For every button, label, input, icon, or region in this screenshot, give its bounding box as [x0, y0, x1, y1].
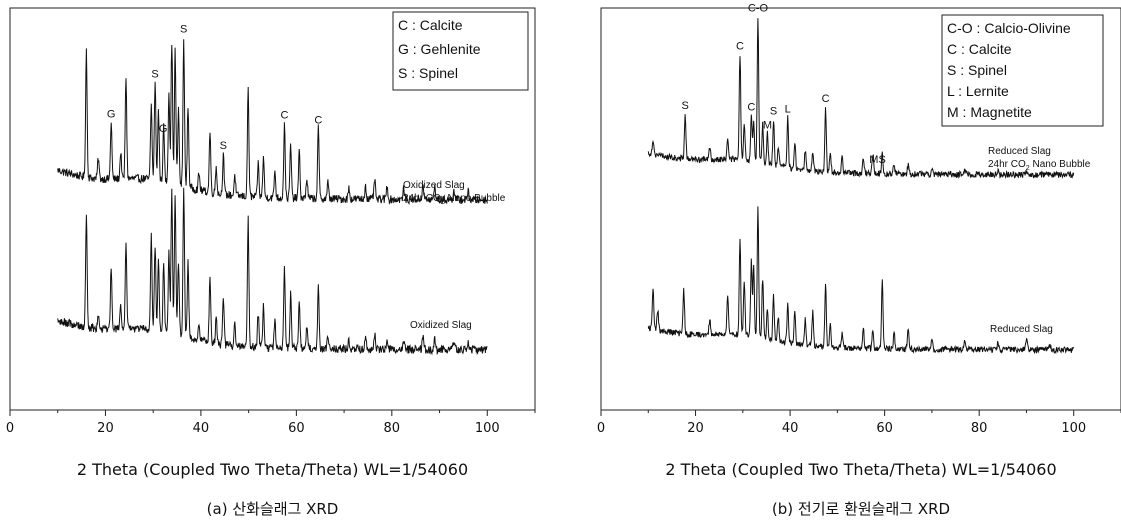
peak-annotation: G	[159, 123, 168, 135]
x-axis: 0 20 40 60 80 100	[597, 410, 1121, 436]
peak-annotation: C	[280, 110, 288, 122]
series-label-line2: 24hr CO2 Nano Bubble	[988, 159, 1091, 172]
peak-annotation: C	[822, 93, 830, 105]
peak-annotation: M	[763, 119, 772, 131]
legend-entry: S : Spinel	[398, 65, 458, 81]
peak-annotation: MS	[869, 154, 886, 166]
series-label-line2: 24hr CO2 Nano Bubble	[403, 193, 506, 206]
figure-caption: (b) 전기로 환원슬래그 XRD	[772, 500, 950, 518]
peak-annotation: L	[785, 103, 791, 115]
x-axis-title: 2 Theta (Coupled Two Theta/Theta) WL=1/5…	[77, 460, 468, 479]
plot-frame	[600, 7, 1121, 411]
legend-box	[941, 14, 1104, 127]
legend-entry: C : Calcite	[398, 17, 463, 33]
peak-annotation: S	[770, 106, 777, 118]
peak-annotation: S	[180, 23, 187, 35]
peak-annotation: S	[151, 68, 158, 80]
legend-entry: L : Lernite	[947, 83, 1009, 99]
x-tick-label: 0	[597, 421, 605, 436]
chart-panel-b: 0 20 40 60 80 100 2 Theta (Coupled Two Theta/T…	[597, 3, 1121, 518]
x-tick-label: 0	[6, 421, 14, 436]
legend-entry: S : Spinel	[947, 62, 1007, 78]
series-label: Reduced Slag	[990, 324, 1053, 335]
peak-annotation: S	[220, 140, 227, 152]
peak-annotation: C	[314, 114, 322, 126]
x-tick-label: 20	[97, 421, 114, 436]
x-tick-label: 100	[475, 421, 500, 436]
legend-box	[392, 11, 529, 91]
x-tick-label: 40	[782, 421, 799, 436]
peak-annotation: C-O	[748, 3, 769, 15]
series-line	[647, 18, 1075, 180]
legend: C-O : Calcio-Olivine C : Calcite S : Spine…	[941, 14, 1104, 127]
peak-annotation: G	[107, 108, 116, 120]
legend-entry: C-O : Calcio-Olivine	[947, 20, 1071, 36]
figure-caption: (a) 산화슬래그 XRD	[207, 500, 339, 518]
peak-annotation: C	[747, 101, 755, 113]
x-axis: 0 20 40 60 80 100	[6, 410, 536, 436]
legend-entry: C : Calcite	[947, 41, 1012, 57]
series-label: Reduced Slag	[988, 146, 1051, 157]
series-label: Oxidized Slag	[410, 320, 472, 331]
x-tick-label: 40	[193, 421, 210, 436]
x-tick-label: 80	[384, 421, 401, 436]
peak-annotation: C	[736, 41, 744, 53]
x-axis-title: 2 Theta (Coupled Two Theta/Theta) WL=1/5…	[665, 460, 1056, 479]
series-line	[57, 187, 488, 356]
x-tick-label: 60	[876, 421, 893, 436]
chart-panel-a: 0 20 40 60 80 100 2 Theta (Coupled Two Theta/T…	[6, 7, 536, 518]
legend: C : Calcite G : Gehlenite S : Spinel	[392, 11, 529, 91]
legend-entry: M : Magnetite	[947, 104, 1032, 120]
series-line	[647, 206, 1075, 355]
x-tick-label: 80	[971, 421, 988, 436]
series-line	[57, 39, 488, 206]
x-tick-label: 60	[288, 421, 305, 436]
series-label: Oxidized Slag	[403, 180, 465, 191]
x-tick-label: 20	[687, 421, 704, 436]
legend-entry: G : Gehlenite	[398, 41, 481, 57]
peak-annotation: S	[681, 100, 688, 112]
plot-frame	[9, 7, 536, 411]
x-tick-label: 100	[1061, 421, 1086, 436]
